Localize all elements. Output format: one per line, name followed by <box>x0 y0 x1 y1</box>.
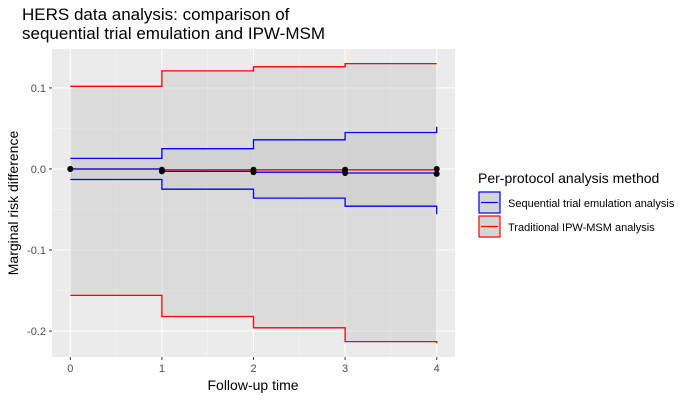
x-tick-label: 1 <box>159 363 165 375</box>
point-ipw-msm <box>158 166 165 173</box>
point-sequential <box>433 170 440 177</box>
legend-label-ipw-msm: Traditional IPW-MSM analysis <box>508 222 655 234</box>
legend-label-sequential: Sequential trial emulation analysis <box>508 198 675 210</box>
chart-title-line-1: HERS data analysis: comparison of <box>22 5 290 24</box>
y-axis-title: Marginal risk difference <box>5 131 21 276</box>
chart-title-line-2: sequential trial emulation and IPW-MSM <box>22 24 325 43</box>
point-ipw-msm <box>67 165 74 172</box>
line-ipw-msm-lower <box>70 294 438 344</box>
legend-item-ipw-msm: Traditional IPW-MSM analysis <box>478 215 655 238</box>
legend-title: Per-protocol analysis method <box>478 170 659 186</box>
x-tick-label: 3 <box>342 363 348 375</box>
y-tick-label: 0.1 <box>31 83 46 95</box>
estimate-points <box>67 165 440 177</box>
legend: Per-protocol analysis method Sequential … <box>478 170 675 238</box>
x-axis-title: Follow-up time <box>207 377 298 393</box>
line-sequential-upper <box>70 126 438 160</box>
line-sequential-lower <box>70 178 438 215</box>
x-tick-label: 0 <box>67 363 73 375</box>
x-tick-label: 4 <box>434 363 440 375</box>
line-ipw-msm-upper <box>70 62 437 87</box>
point-ipw-msm <box>342 166 349 173</box>
x-tick-label: 2 <box>250 363 256 375</box>
y-tick-label: 0.0 <box>31 164 46 176</box>
point-ipw-msm <box>433 165 440 172</box>
legend-item-sequential: Sequential trial emulation analysis <box>478 191 675 214</box>
x-axis: 0 1 2 3 4 <box>67 357 440 375</box>
point-ipw-msm <box>250 166 257 173</box>
y-tick-label: -0.1 <box>27 245 46 257</box>
y-tick-label: -0.2 <box>27 326 46 338</box>
y-axis: 0.1 0.0 -0.1 -0.2 <box>27 83 52 338</box>
